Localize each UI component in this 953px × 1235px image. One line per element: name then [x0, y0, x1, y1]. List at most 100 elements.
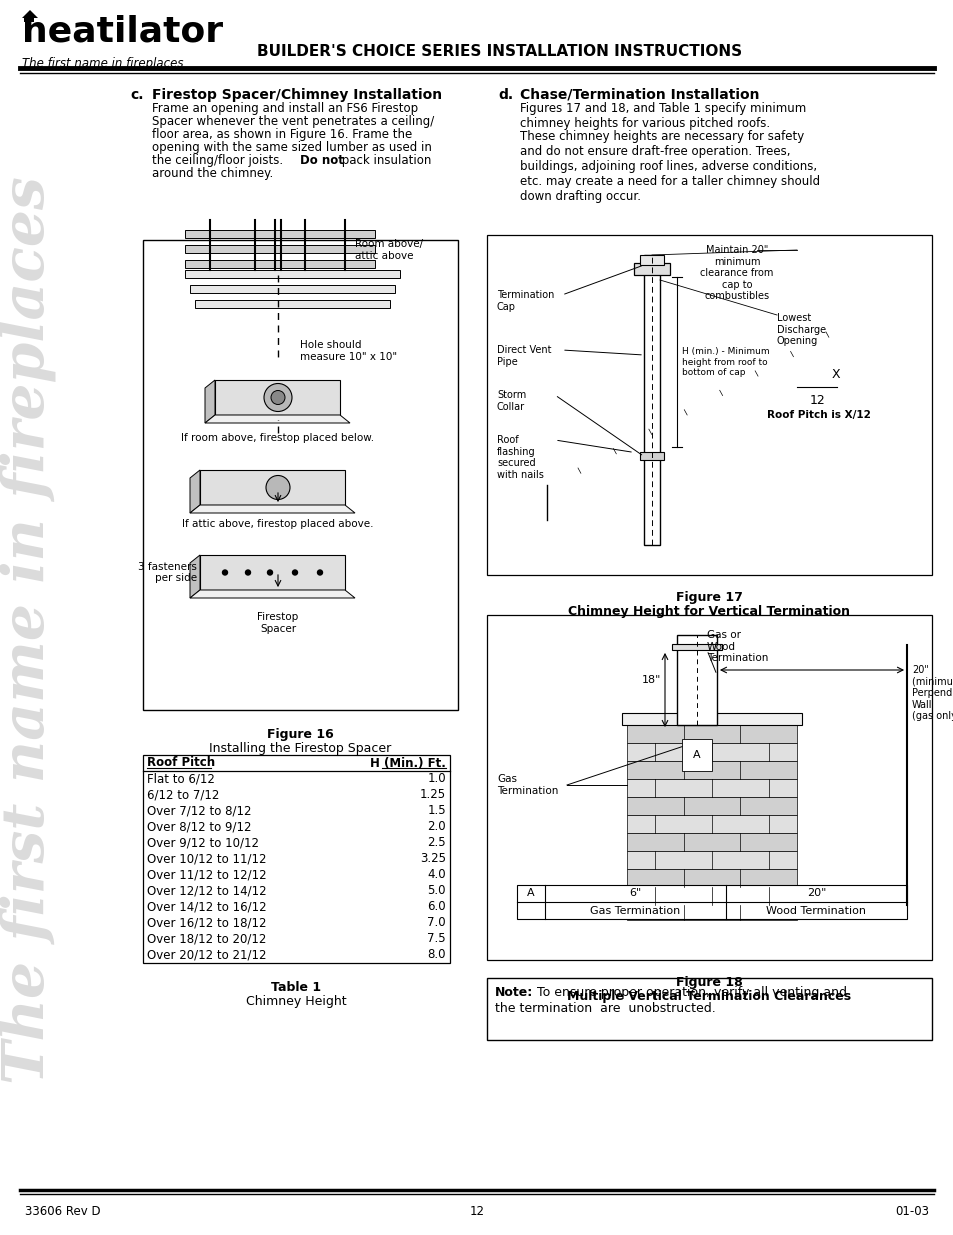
Bar: [626, 832, 796, 851]
Text: 3 fasteners
per side: 3 fasteners per side: [138, 562, 196, 583]
Circle shape: [264, 384, 292, 411]
Text: Chimney Height: Chimney Height: [246, 995, 347, 1008]
Polygon shape: [205, 415, 350, 424]
FancyBboxPatch shape: [200, 555, 345, 590]
Bar: [185, 230, 375, 238]
Polygon shape: [190, 555, 200, 598]
Bar: [190, 285, 395, 293]
Text: Room above/
attic above: Room above/ attic above: [355, 240, 423, 261]
Text: 6": 6": [629, 888, 641, 899]
Text: Roof Pitch is X/12: Roof Pitch is X/12: [766, 410, 870, 420]
Text: Maintain 20"
minimum
clearance from
cap to
combustibles: Maintain 20" minimum clearance from cap …: [700, 245, 773, 301]
Bar: [486, 615, 931, 960]
Text: A: A: [693, 750, 700, 760]
Text: H (Min.) Ft.: H (Min.) Ft.: [370, 757, 446, 769]
Text: Figure 18: Figure 18: [676, 976, 742, 989]
Text: 8.0: 8.0: [427, 948, 446, 962]
Text: Over 9/12 to 10/12: Over 9/12 to 10/12: [147, 836, 258, 850]
Bar: [143, 755, 450, 771]
Bar: [626, 779, 796, 797]
Text: Chimney Height for Vertical Termination: Chimney Height for Vertical Termination: [568, 605, 850, 618]
Bar: [185, 270, 399, 278]
Text: Gas
Termination: Gas Termination: [497, 774, 558, 795]
Text: Firestop Spacer/Chimney Installation: Firestop Spacer/Chimney Installation: [152, 88, 441, 103]
Text: Firestop
Spacer: Firestop Spacer: [257, 613, 298, 634]
Text: These chimney heights are necessary for safety
and do not ensure draft-free oper: These chimney heights are necessary for …: [519, 130, 820, 203]
Text: Spacer whenever the vent penetrates a ceiling/: Spacer whenever the vent penetrates a ce…: [152, 115, 434, 128]
Text: 18": 18": [641, 676, 660, 685]
Text: pack insulation: pack insulation: [337, 154, 431, 167]
Text: 1.5: 1.5: [427, 804, 446, 818]
Text: Roof
flashing
secured
with nails: Roof flashing secured with nails: [497, 435, 543, 480]
Text: BUILDER'S CHOICE SERIES INSTALLATION INSTRUCTIONS: BUILDER'S CHOICE SERIES INSTALLATION INS…: [257, 44, 741, 59]
Bar: [626, 887, 796, 905]
Bar: [626, 725, 796, 743]
Text: Figures 17 and 18, and Table 1 specify minimum
chimney heights for various pitch: Figures 17 and 18, and Table 1 specify m…: [519, 103, 805, 130]
Bar: [639, 254, 663, 266]
Text: Over 8/12 to 9/12: Over 8/12 to 9/12: [147, 820, 252, 834]
Text: Table 1: Table 1: [272, 981, 321, 994]
Polygon shape: [546, 730, 856, 920]
Text: 2.5: 2.5: [427, 836, 446, 850]
Text: c.: c.: [130, 88, 143, 103]
Circle shape: [293, 571, 297, 576]
Polygon shape: [22, 10, 38, 19]
Bar: [143, 755, 450, 963]
Text: 7.0: 7.0: [427, 916, 446, 930]
Polygon shape: [190, 590, 355, 598]
Circle shape: [245, 571, 251, 576]
Text: 1.0: 1.0: [427, 773, 446, 785]
Text: 3.25: 3.25: [419, 852, 446, 866]
Text: Wood Termination: Wood Termination: [765, 905, 865, 915]
Bar: [671, 643, 721, 650]
Text: To ensure proper operation, verify all venting and: To ensure proper operation, verify all v…: [533, 986, 846, 999]
Bar: [185, 245, 375, 253]
Text: Hole should
measure 10" x 10": Hole should measure 10" x 10": [299, 340, 396, 362]
Text: Multiple Vertical Termination Clearances: Multiple Vertical Termination Clearances: [567, 990, 851, 1003]
Text: Gas or
Wood
Termination: Gas or Wood Termination: [706, 630, 767, 663]
Text: Figure 17: Figure 17: [676, 592, 742, 604]
Bar: [517, 885, 906, 919]
Text: around the chimney.: around the chimney.: [152, 167, 273, 180]
Text: Gas Termination: Gas Termination: [590, 905, 679, 915]
Circle shape: [222, 571, 227, 576]
Text: 33606 Rev D: 33606 Rev D: [25, 1205, 100, 1218]
Bar: [626, 851, 796, 869]
Text: A: A: [527, 888, 535, 899]
Text: If attic above, firestop placed above.: If attic above, firestop placed above.: [182, 519, 374, 529]
Text: 20"
(minimum) to
Perpendicular
Wall
(gas only): 20" (minimum) to Perpendicular Wall (gas…: [911, 664, 953, 721]
Circle shape: [317, 571, 322, 576]
Text: Over 14/12 to 16/12: Over 14/12 to 16/12: [147, 900, 266, 914]
Text: Direct Vent
Pipe: Direct Vent Pipe: [497, 345, 551, 367]
Text: 7.5: 7.5: [427, 932, 446, 946]
Text: Frame an opening and install an FS6 Firestop: Frame an opening and install an FS6 Fire…: [152, 103, 417, 115]
Text: 5.0: 5.0: [427, 884, 446, 898]
Text: d.: d.: [497, 88, 513, 103]
Text: Over 16/12 to 18/12: Over 16/12 to 18/12: [147, 916, 266, 930]
Text: 1.25: 1.25: [419, 788, 446, 802]
Bar: [626, 815, 796, 832]
Text: 6/12 to 7/12: 6/12 to 7/12: [147, 788, 219, 802]
Text: 20": 20": [806, 888, 825, 899]
Bar: [626, 797, 796, 815]
Text: X: X: [831, 368, 840, 382]
Text: If room above, firestop placed below.: If room above, firestop placed below.: [181, 433, 375, 443]
Bar: [143, 240, 457, 710]
Bar: [621, 713, 801, 725]
Text: the termination  are  unobstructed.: the termination are unobstructed.: [495, 1002, 715, 1015]
Bar: [626, 905, 796, 920]
Text: Over 7/12 to 8/12: Over 7/12 to 8/12: [147, 804, 252, 818]
Bar: [643, 254, 659, 545]
Text: Installing the Firestop Spacer: Installing the Firestop Spacer: [209, 742, 392, 755]
FancyBboxPatch shape: [200, 471, 345, 505]
Circle shape: [266, 475, 290, 499]
Text: Figure 16: Figure 16: [267, 727, 334, 741]
Polygon shape: [190, 471, 200, 513]
Polygon shape: [634, 773, 669, 788]
Bar: [185, 261, 375, 268]
Text: Note:: Note:: [495, 986, 533, 999]
Text: 12: 12: [469, 1205, 484, 1218]
Text: Storm
Collar: Storm Collar: [497, 390, 526, 411]
Text: Chase/Termination Installation: Chase/Termination Installation: [519, 88, 759, 103]
Text: 4.0: 4.0: [427, 868, 446, 882]
